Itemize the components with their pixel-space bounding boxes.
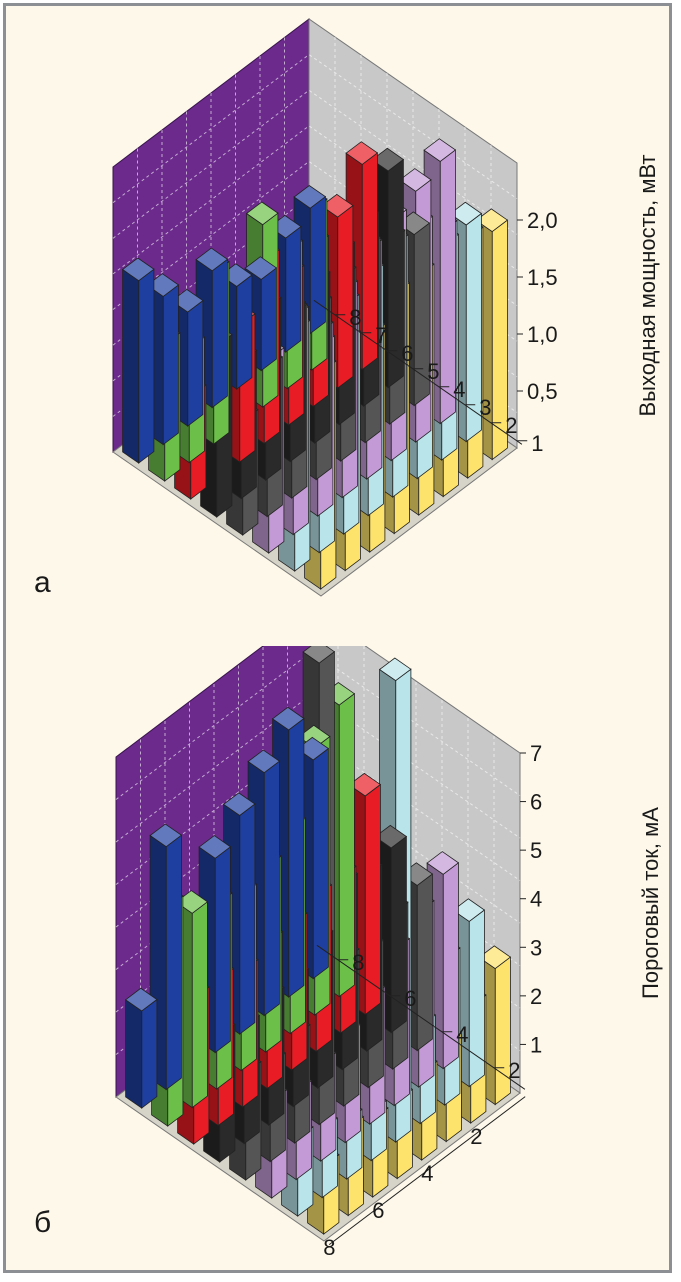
panel-label-b: б	[34, 1206, 52, 1239]
row-tick-label: 6	[401, 341, 413, 366]
z-tick-label: 1	[530, 1032, 542, 1057]
bars	[121, 138, 509, 590]
z-axis-title: Выходная мощность, мВт	[635, 155, 660, 417]
row-tick-label: 4	[453, 377, 465, 402]
z-tick-label: 7	[530, 741, 542, 766]
chart-panel-a: 0,5 1,0 1,5 2,0 Выходная мощность, мВт 1 2 3 4 5 6…	[6, 6, 669, 626]
bars	[124, 646, 512, 1235]
col-tick-label: 8	[323, 1235, 335, 1260]
panel-label-a: а	[34, 566, 51, 599]
figure-frame: 0,5 1,0 1,5 2,0 Выходная мощность, мВт 1 2 3 4 5 6…	[3, 3, 672, 1273]
row-tick-label: 2	[505, 413, 517, 438]
row-tick-label: 2	[508, 1058, 520, 1083]
col-tick-label: 6	[372, 1198, 384, 1223]
z-axis: 0,5 1,0 1,5 2,0 Выходная мощность, мВт	[517, 155, 660, 417]
z-axis-title: Пороговый ток, мА	[638, 807, 663, 999]
col-tick-label: 2	[470, 1124, 482, 1149]
row-tick-label: 3	[479, 395, 491, 420]
z-tick-label: 6	[530, 790, 542, 815]
row-tick-label: 8	[349, 305, 361, 330]
chart-a: 0,5 1,0 1,5 2,0 Выходная мощность, мВт 123456…	[112, 17, 660, 597]
bar	[124, 987, 158, 1109]
row-tick-label: 7	[375, 323, 387, 348]
col-axis: 2 4 6 8	[323, 1096, 526, 1260]
z-tick-label: 2,0	[527, 208, 558, 233]
z-tick-label: 3	[530, 935, 542, 960]
chart-panel-b: 1 2 3 4 5 6 7 Пороговый ток, мА 2 4 6 8 2 4 6 8 б	[6, 646, 669, 1270]
z-tick-label: 5	[530, 838, 542, 863]
row-tick-label: 8	[352, 950, 364, 975]
col-tick-label: 4	[421, 1161, 433, 1186]
row-tick-label: 4	[456, 1022, 468, 1047]
z-tick-label: 2	[530, 984, 542, 1009]
row-tick-label: 1	[531, 431, 543, 456]
row-tick-label: 6	[404, 986, 416, 1011]
z-tick-label: 1,5	[527, 265, 558, 290]
z-tick-label: 4	[530, 887, 542, 912]
z-tick-label: 1,0	[527, 322, 558, 347]
z-axis: 1 2 3 4 5 6 7 Пороговый ток, мА	[520, 741, 663, 1057]
row-tick-label: 5	[427, 359, 439, 384]
bar	[121, 257, 155, 464]
row-axis: 2 4 6 8	[316, 944, 526, 1090]
z-tick-label: 0,5	[527, 379, 558, 404]
